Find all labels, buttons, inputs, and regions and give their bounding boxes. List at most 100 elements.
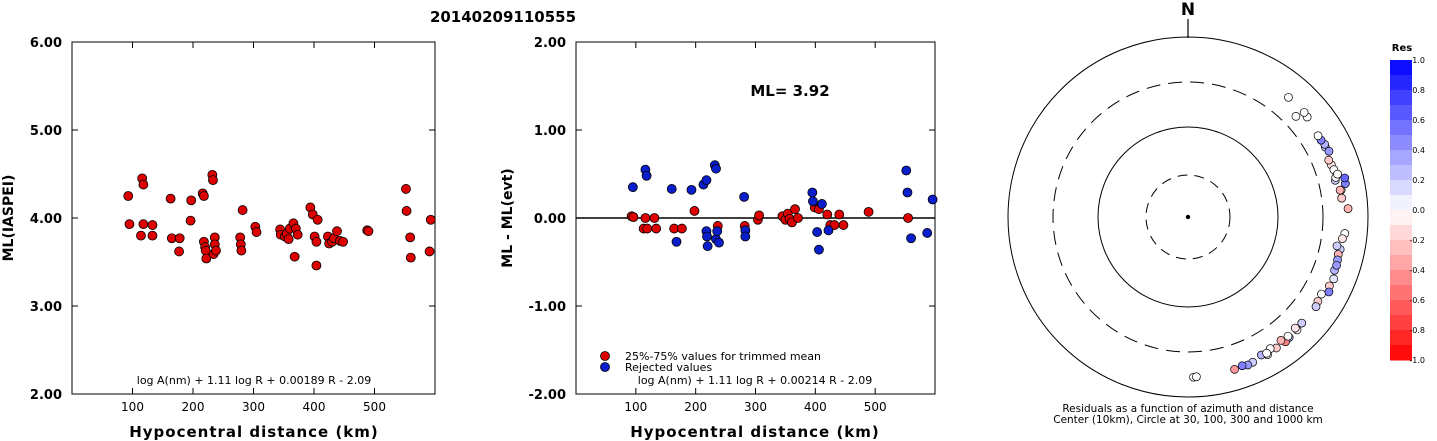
data-point — [338, 236, 348, 247]
y-tick-label: 6.00 — [30, 36, 62, 51]
data-point — [211, 245, 221, 256]
colorbar-cell — [1390, 210, 1412, 226]
trimmed-point — [822, 209, 833, 220]
colorbar-tick-label: -0.6 — [1409, 296, 1425, 305]
north-label: N — [1181, 0, 1195, 20]
colorbar-cell — [1390, 165, 1412, 181]
trimmed-point — [628, 212, 639, 223]
colorbar-cell — [1390, 180, 1412, 196]
rejected-point — [686, 184, 697, 195]
data-point — [174, 233, 185, 244]
station-marker — [1317, 289, 1326, 299]
data-point — [147, 230, 158, 241]
x-axis-label: Hypocentral distance (km) — [129, 423, 379, 441]
station-marker — [1237, 361, 1247, 371]
y-tick-label: 1.00 — [534, 124, 566, 139]
colorbar-cell — [1390, 345, 1412, 361]
station-marker — [1313, 131, 1323, 141]
data-point — [237, 205, 248, 215]
rejected-point — [671, 236, 682, 247]
x-tick-label: 200 — [684, 400, 707, 414]
data-point — [405, 252, 416, 263]
station-marker — [1324, 287, 1334, 297]
data-point — [236, 245, 247, 256]
y-axis-label: ML(IASPEI) — [1, 175, 17, 262]
trimmed-point — [677, 223, 687, 234]
data-point — [289, 251, 300, 262]
x-axis-label: Hypocentral distance (km) — [630, 423, 880, 441]
colorbar-cell — [1390, 105, 1412, 121]
y-tick-label: 0.00 — [534, 212, 566, 227]
rejected-point — [702, 231, 712, 242]
rejected-point — [812, 227, 823, 237]
colorbar-cell — [1390, 270, 1412, 286]
x-tick-label: 400 — [804, 400, 827, 414]
data-point — [424, 246, 435, 257]
data-point — [363, 226, 374, 237]
rejected-point — [666, 184, 677, 194]
x-tick-label: 400 — [303, 400, 326, 414]
colorbar-title: Res — [1392, 43, 1412, 54]
y-tick-label: 2.00 — [534, 36, 566, 51]
station-marker — [1343, 204, 1353, 213]
trimmed-point — [863, 206, 874, 217]
data-point — [123, 191, 134, 201]
data-point — [332, 226, 342, 237]
trimmed-point — [793, 213, 803, 223]
rejected-point — [808, 196, 818, 207]
map-caption-line1: Residuals as a function of azimuth and d… — [1062, 403, 1313, 415]
ml-value: ML= 3.92 — [750, 82, 829, 100]
data-point — [138, 179, 149, 190]
rejected-point — [740, 231, 751, 242]
rejected-point — [711, 163, 721, 174]
rejected-point — [739, 191, 750, 202]
trimmed-point — [689, 206, 700, 216]
data-point — [208, 175, 218, 186]
station-marker — [1338, 234, 1347, 244]
data-point — [186, 195, 197, 206]
panel-residual-vs-distance: ML - ML(evt) Hypocentral distance (km) l… — [500, 36, 938, 441]
ring-30km — [1145, 174, 1231, 260]
formula-text: log A(nm) + 1.11 log R + 0.00214 R - 2.0… — [638, 374, 872, 387]
colorbar-cell — [1390, 90, 1412, 106]
legend-label-rejected: Rejected values — [625, 361, 712, 374]
plot-frame — [71, 41, 436, 395]
ring-300km — [1052, 81, 1324, 353]
data-point — [312, 214, 323, 225]
rejected-point — [712, 226, 723, 237]
station-marker — [1340, 173, 1350, 183]
station-marker — [1324, 146, 1334, 156]
trimmed-point — [754, 210, 764, 221]
trimmed-point — [834, 209, 845, 220]
rejected-point — [823, 225, 834, 236]
rejected-point — [714, 237, 724, 248]
panel-ml-vs-distance: ML(IASPEI) Hypocentral distance (km) log… — [1, 36, 436, 441]
data-point — [147, 220, 158, 230]
y-tick-label: 4.00 — [30, 212, 62, 227]
station-marker — [1291, 112, 1301, 121]
colorbar-tick-label: 0.6 — [1412, 116, 1425, 125]
station-marker — [1337, 193, 1347, 203]
rejected-point — [922, 228, 933, 238]
data-point — [425, 214, 436, 225]
rejected-point — [902, 187, 913, 198]
colorbar-cell — [1390, 255, 1412, 271]
colorbar-tick-label: -0.2 — [1409, 236, 1425, 245]
rejected-point — [814, 244, 824, 255]
epicenter-marker — [1185, 214, 1191, 220]
station-marker — [1262, 348, 1272, 358]
colorbar-cell — [1390, 60, 1412, 76]
ring-1000km — [1007, 36, 1369, 398]
data-point — [165, 193, 176, 204]
y-axis-label: ML - ML(evt) — [500, 168, 516, 267]
station-marker — [1333, 169, 1342, 179]
x-tick-label: 200 — [182, 400, 205, 414]
station-marker — [1332, 260, 1341, 270]
data-point — [185, 215, 196, 226]
data-point — [405, 232, 416, 243]
station-marker — [1284, 92, 1293, 102]
rejected-point — [817, 199, 827, 209]
data-point — [401, 184, 411, 194]
trimmed-point — [838, 220, 849, 230]
station-marker — [1311, 302, 1321, 311]
